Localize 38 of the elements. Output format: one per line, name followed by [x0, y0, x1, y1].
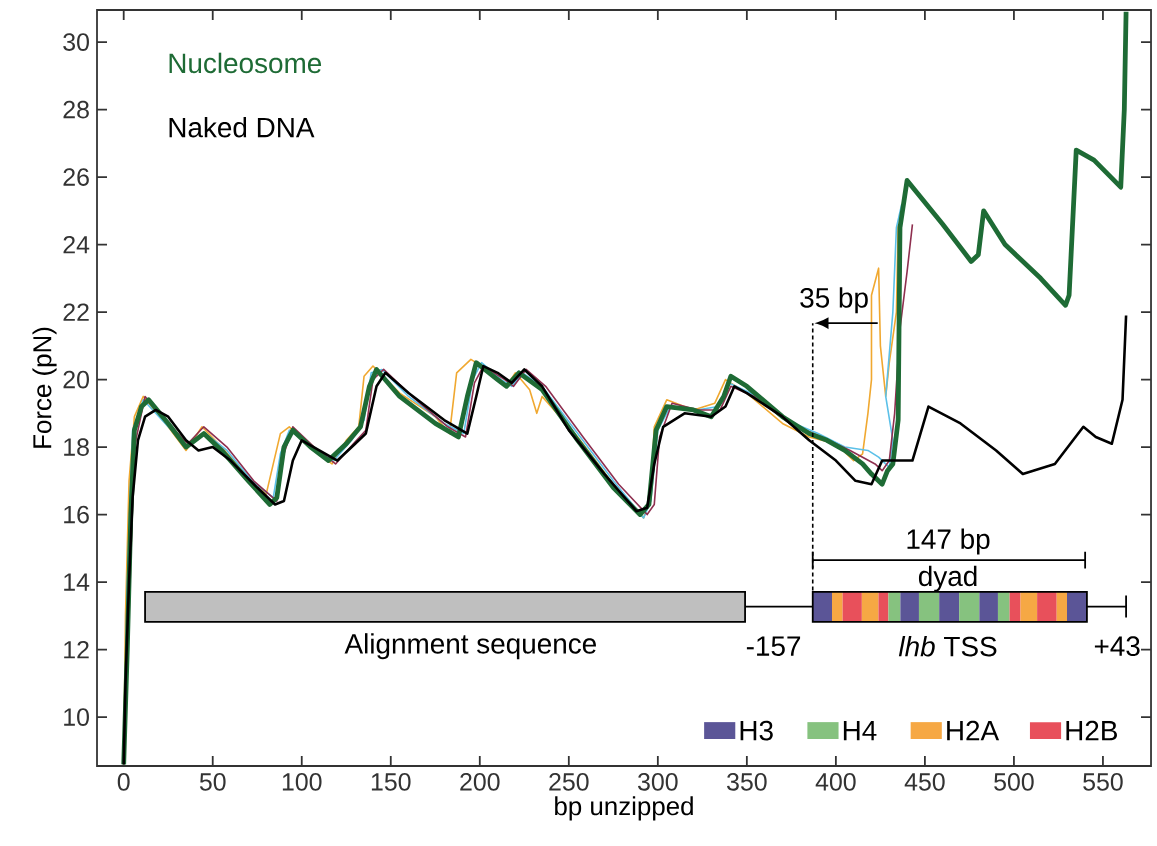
y-tick-label: 16: [64, 505, 89, 524]
y-tick-label: 14: [64, 573, 90, 591]
y-tick-label: 18: [64, 438, 89, 456]
annotation: -157: [746, 636, 801, 656]
annotation: 147 bp: [907, 528, 990, 555]
y-tick-label: 28: [63, 100, 89, 119]
annotation: 35 bp: [800, 287, 868, 314]
text: Naked DNA: [169, 116, 315, 138]
y-axis-title: Force (pN): [32, 327, 57, 448]
x-axis-title: bp unzipped: [555, 796, 693, 821]
x-tick-label: 50: [199, 773, 226, 791]
y-tick-label: 22: [63, 303, 89, 321]
annotation: H2B: [1066, 720, 1117, 741]
annotation: Alignment sequence: [344, 633, 596, 660]
y-tick-label: 12: [64, 640, 89, 659]
annotation: lhb TSS: [898, 635, 997, 657]
x-tick-label: 450: [904, 773, 945, 791]
annotation: H2A: [947, 720, 1000, 741]
annotation: H3: [740, 720, 773, 741]
x-tick-label: 0: [117, 773, 130, 791]
x-tick-label: 100: [282, 773, 322, 791]
text: Nucleosome: [169, 52, 322, 74]
y-tick-label: 30: [63, 33, 89, 51]
x-tick-label: 200: [460, 773, 500, 791]
y-tick-label: 20: [63, 370, 89, 389]
annotation: H4: [843, 720, 877, 741]
y-tick-label: 24: [63, 235, 90, 254]
x-tick-label: 250: [549, 773, 589, 791]
x-tick-label: 300: [637, 773, 678, 791]
x-tick-label: 550: [1083, 773, 1123, 791]
x-tick-label: 350: [727, 773, 767, 791]
x-tick-label: 400: [815, 773, 856, 791]
y-tick-label: 26: [63, 168, 89, 186]
annotation: dyad: [918, 565, 977, 592]
y-tick-label: 10: [64, 708, 89, 726]
x-tick-label: 500: [994, 773, 1034, 791]
x-tick-label: 150: [371, 773, 411, 791]
annotation: +43: [1094, 636, 1140, 657]
